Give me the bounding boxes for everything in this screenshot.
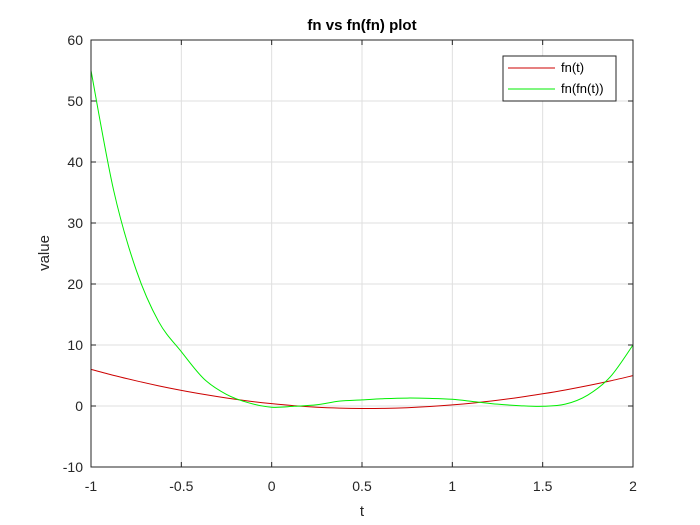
x-tick-label: 0.5 bbox=[352, 478, 372, 494]
legend-box bbox=[502, 55, 617, 102]
y-axis-label: value bbox=[36, 235, 53, 271]
y-tick-label: 30 bbox=[67, 215, 83, 231]
y-tick-label: 0 bbox=[75, 398, 83, 414]
grid-lines bbox=[91, 40, 633, 467]
chart-title: fn vs fn(fn) plot bbox=[307, 17, 416, 34]
x-tick-label: -0.5 bbox=[169, 478, 193, 494]
x-tick-label: -1 bbox=[85, 478, 98, 494]
legend-label-fn-fn: fn(fn(t)) bbox=[561, 81, 604, 96]
y-tick-label: 50 bbox=[67, 93, 83, 109]
legend-label-fn: fn(t) bbox=[561, 60, 584, 75]
tick-labels: -1 -0.5 0 0.5 1 1.5 2 -10 0 10 20 30 40 50 60 bbox=[63, 32, 637, 494]
y-tick-label: -10 bbox=[63, 459, 83, 475]
legend: fn(t) fn(fn(t)) bbox=[502, 55, 617, 102]
x-tick-label: 1.5 bbox=[533, 478, 553, 494]
x-axis-label: t bbox=[360, 503, 365, 520]
x-tick-label: 0 bbox=[268, 478, 276, 494]
series-line-fn bbox=[90, 368, 634, 409]
x-tick-label: 2 bbox=[629, 478, 637, 494]
y-tick-label: 10 bbox=[67, 337, 83, 353]
y-tick-label: 60 bbox=[67, 32, 83, 48]
tick-marks bbox=[90, 39, 634, 468]
x-tick-label: 1 bbox=[448, 478, 456, 494]
y-tick-label: 40 bbox=[67, 154, 83, 170]
series-layer bbox=[90, 70, 634, 409]
series-line-fn-fn bbox=[90, 70, 634, 408]
y-tick-label: 20 bbox=[67, 276, 83, 292]
